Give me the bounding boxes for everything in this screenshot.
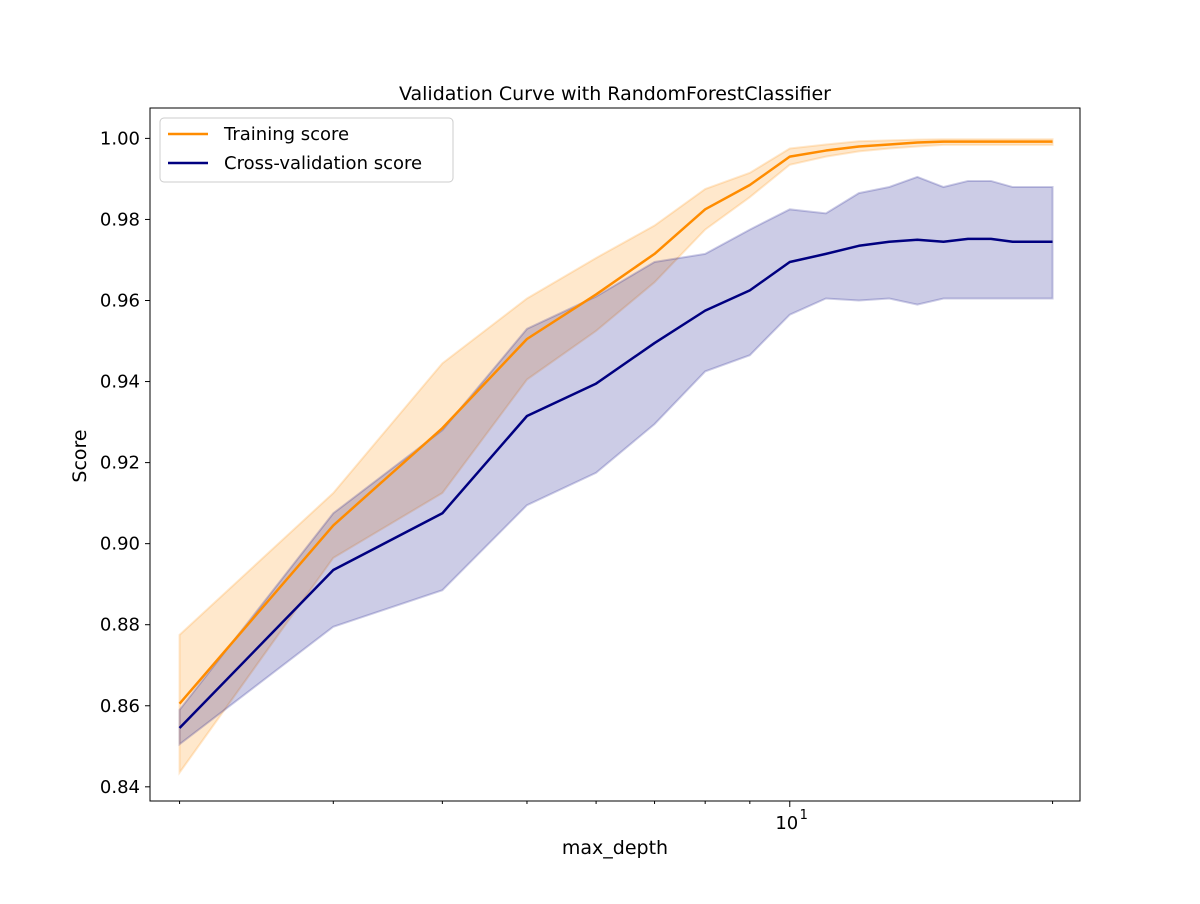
y-tick-label: 0.96 [100,291,140,312]
legend-label-1: Cross-validation score [224,153,422,174]
legend: Training score Cross-validation score [159,117,454,183]
series-1-std-band [178,175,1054,747]
x-tick-exponent: 1 [800,808,808,823]
x-axis-ticks: 10 1 [179,801,1054,834]
y-tick-label: 0.94 [100,372,140,393]
y-tick-label: 0.92 [100,453,140,474]
y-tick-label: 0.90 [100,534,140,555]
legend-box [159,117,454,183]
legend-label-0: Training score [223,124,349,145]
y-tick-label: 0.84 [100,777,140,798]
chart-title: Validation Curve with RandomForestClassi… [399,83,831,105]
mean-lines [178,140,1053,729]
y-axis-label: Score [69,429,91,482]
series-0-std-band [178,138,1054,776]
y-tick-label: 0.98 [100,209,140,230]
y-tick-label: 0.86 [100,696,140,717]
x-tick-label: 10 [775,813,798,834]
series-0-mean-line [178,140,1053,705]
y-tick-label: 0.88 [100,615,140,636]
series-1-mean-line [178,237,1053,729]
y-axis-ticks: 0.84 0.86 0.88 0.90 0.92 0.94 0.96 0.98 1.00 [100,128,150,798]
y-tick-label: 1.00 [100,128,140,149]
plot-frame [149,107,1081,802]
x-axis-label: max_depth [562,837,668,859]
std-bands [178,138,1054,776]
